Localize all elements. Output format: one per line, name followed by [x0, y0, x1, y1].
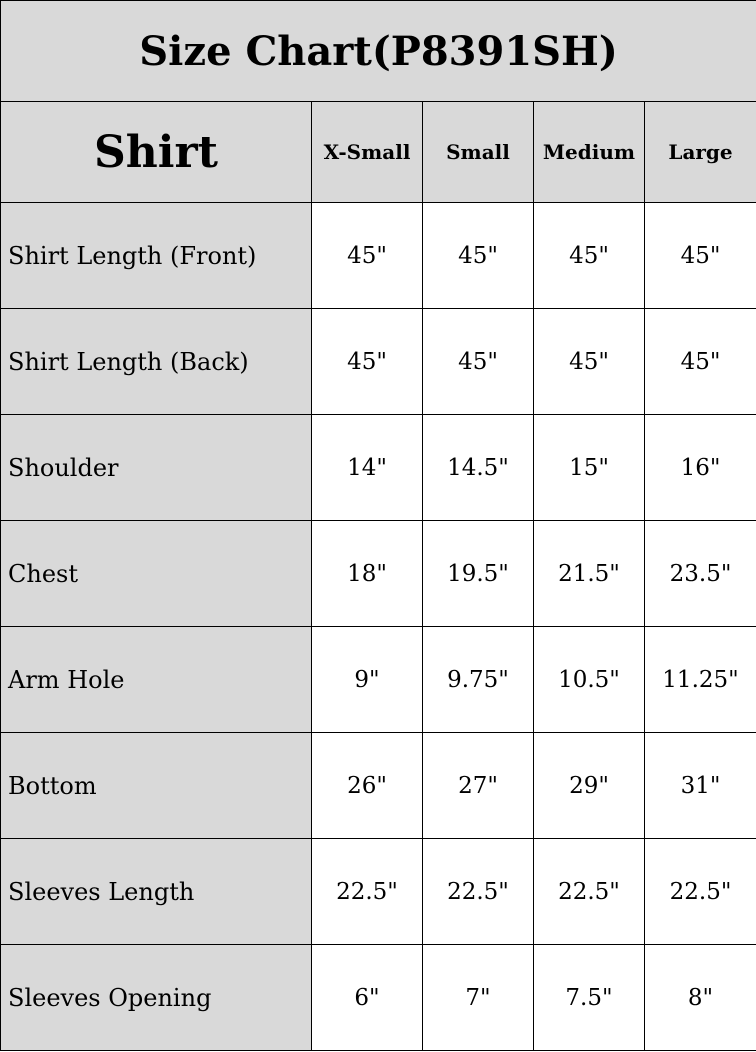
measurement-value: 16"	[643, 414, 756, 521]
measurement-value: 9"	[311, 626, 423, 733]
measurement-value: 15"	[533, 414, 645, 521]
table-row: Bottom 26" 27" 29" 31"	[0, 732, 756, 839]
measurement-value: 8"	[643, 944, 756, 1051]
measurement-value: 45"	[422, 308, 534, 415]
measurement-value: 14"	[311, 414, 423, 521]
measurement-value: 7.5"	[533, 944, 645, 1051]
table-row: Shirt Length (Front) 45" 45" 45" 45"	[0, 202, 756, 309]
chart-title: Size Chart(P8391SH)	[0, 0, 756, 102]
measurement-value: 45"	[643, 308, 756, 415]
measurement-value: 21.5"	[533, 520, 645, 627]
measurement-value: 14.5"	[422, 414, 534, 521]
section-heading: Shirt	[0, 101, 312, 203]
table-row: Shirt Length (Back) 45" 45" 45" 45"	[0, 308, 756, 415]
table-row: Sleeves Length 22.5" 22.5" 22.5" 22.5"	[0, 838, 756, 945]
size-header: Medium	[533, 101, 645, 203]
measurement-value: 10.5"	[533, 626, 645, 733]
measurement-label: Shirt Length (Back)	[0, 308, 312, 415]
measurement-value: 22.5"	[643, 838, 756, 945]
table-row: Chest 18" 19.5" 21.5" 23.5"	[0, 520, 756, 627]
measurement-value: 7"	[422, 944, 534, 1051]
measurement-value: 45"	[533, 308, 645, 415]
measurement-value: 22.5"	[533, 838, 645, 945]
measurement-value: 45"	[422, 202, 534, 309]
measurement-value: 23.5"	[643, 520, 756, 627]
measurement-value: 45"	[533, 202, 645, 309]
measurement-label: Arm Hole	[0, 626, 312, 733]
measurement-value: 18"	[311, 520, 423, 627]
measurement-value: 45"	[311, 202, 423, 309]
measurement-label: Bottom	[0, 732, 312, 839]
measurement-label: Shirt Length (Front)	[0, 202, 312, 309]
table-row: Shoulder 14" 14.5" 15" 16"	[0, 414, 756, 521]
measurement-value: 22.5"	[311, 838, 423, 945]
measurement-value: 11.25"	[643, 626, 756, 733]
measurement-value: 45"	[311, 308, 423, 415]
measurement-value: 9.75"	[422, 626, 534, 733]
size-header: X-Small	[311, 101, 423, 203]
size-header: Small	[422, 101, 534, 203]
measurement-value: 22.5"	[422, 838, 534, 945]
measurement-label: Sleeves Length	[0, 838, 312, 945]
measurement-value: 19.5"	[422, 520, 534, 627]
measurement-value: 26"	[311, 732, 423, 839]
measurement-value: 45"	[643, 202, 756, 309]
measurement-label: Sleeves Opening	[0, 944, 312, 1051]
measurement-value: 6"	[311, 944, 423, 1051]
measurement-label: Chest	[0, 520, 312, 627]
header-row: Shirt X-Small Small Medium Large	[0, 101, 756, 203]
size-header: Large	[643, 101, 756, 203]
measurement-value: 27"	[422, 732, 534, 839]
measurement-label: Shoulder	[0, 414, 312, 521]
measurement-value: 31"	[643, 732, 756, 839]
table-row: Arm Hole 9" 9.75" 10.5" 11.25"	[0, 626, 756, 733]
table-row: Sleeves Opening 6" 7" 7.5" 8"	[0, 944, 756, 1051]
measurement-value: 29"	[533, 732, 645, 839]
